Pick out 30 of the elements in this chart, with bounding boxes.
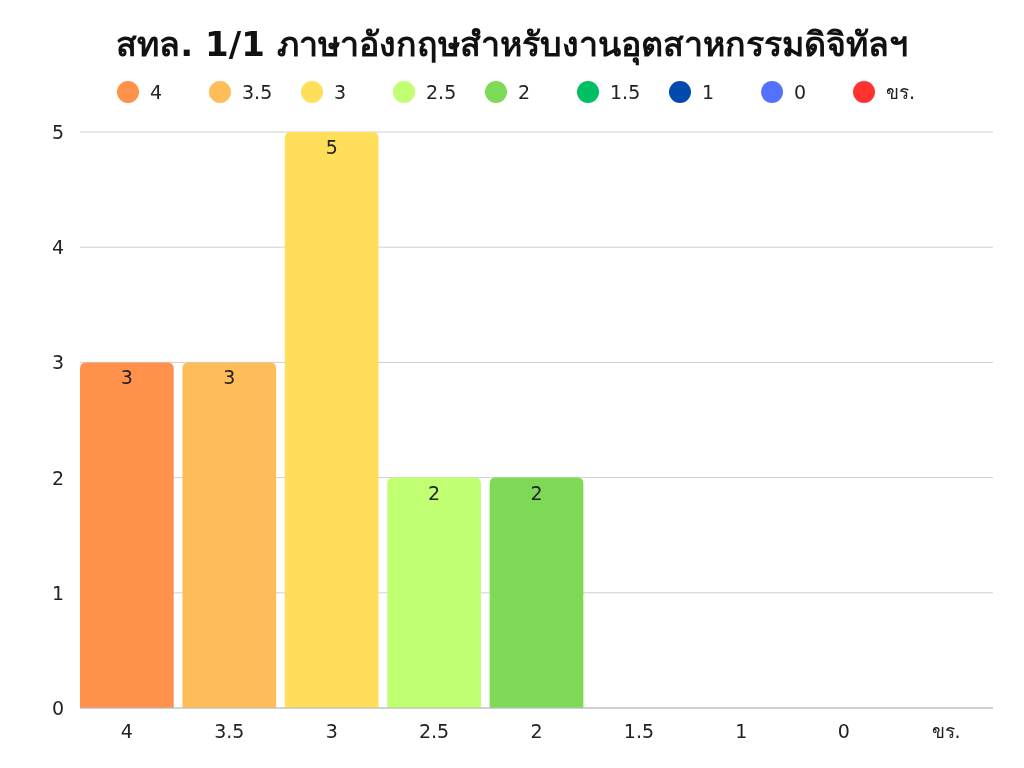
legend-label: 4 xyxy=(150,81,163,103)
legend-label: 3.5 xyxy=(242,81,273,103)
y-tick-label: 0 xyxy=(51,697,65,719)
x-tick-label: 1 xyxy=(735,720,748,742)
x-tick-label: 2 xyxy=(530,720,543,742)
legend-label: ขร. xyxy=(886,81,916,103)
legend-label: 1 xyxy=(702,81,715,103)
x-tick-label: 2.5 xyxy=(418,720,450,742)
legend-label: 2.5 xyxy=(426,81,457,103)
x-tick-label: 1.5 xyxy=(623,720,655,742)
y-tick-label: 1 xyxy=(51,581,65,604)
x-tick-label: 3 xyxy=(325,720,338,742)
x-tick-label: 4 xyxy=(120,720,133,742)
data-label: 3 xyxy=(120,366,133,389)
data-label: 3 xyxy=(223,366,236,389)
x-tick-label: 3.5 xyxy=(214,720,245,742)
y-tick-label: 4 xyxy=(51,236,65,259)
legend-label: 3 xyxy=(334,81,347,103)
x-tick-label: 0 xyxy=(837,720,850,742)
y-tick-label: 2 xyxy=(51,466,65,489)
x-tick-label: ขร. xyxy=(931,720,961,742)
data-label: 2 xyxy=(428,481,441,504)
data-label: 5 xyxy=(325,136,338,158)
legend-label: 0 xyxy=(794,81,807,103)
y-tick-label: 5 xyxy=(51,121,65,143)
legend-label: 2 xyxy=(518,81,531,103)
chart-title: สทล. 1/1 ภาษาอังกฤษสำหรับงานอุตสาหกรรมดิจิทัลฯ xyxy=(116,24,908,66)
y-tick-label: 3 xyxy=(51,351,65,374)
data-label: 2 xyxy=(530,481,543,504)
legend-label: 1.5 xyxy=(610,81,641,103)
